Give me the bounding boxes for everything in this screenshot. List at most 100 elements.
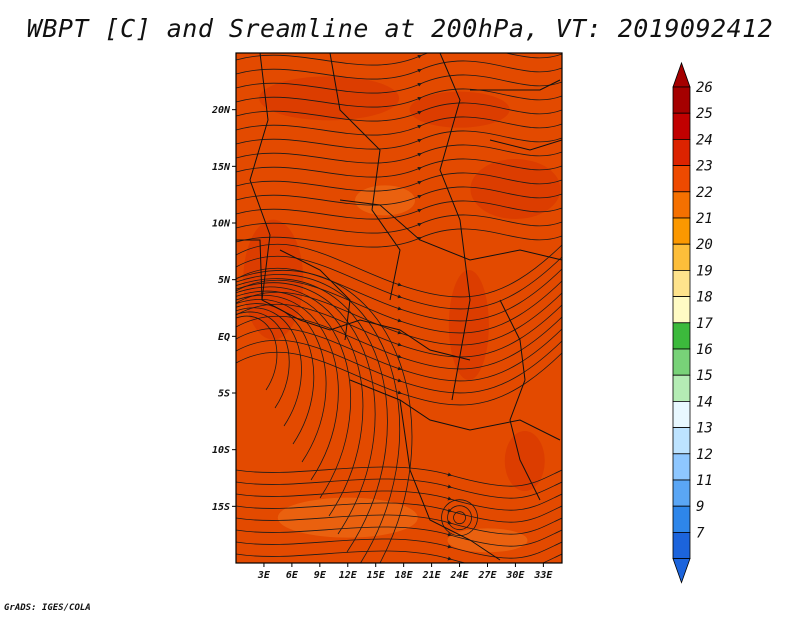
colorbar-label: 26	[696, 80, 713, 96]
streamline	[236, 214, 562, 234]
streamline	[236, 243, 562, 298]
streamline	[236, 303, 315, 445]
colorbar-label: 19	[696, 263, 713, 279]
y-tick-label: 20N	[211, 105, 231, 116]
streamline	[236, 478, 562, 499]
colorbar-label: 25	[696, 106, 713, 122]
streamline	[236, 550, 562, 563]
streamline	[236, 255, 562, 310]
country-border	[470, 79, 561, 91]
y-tick-label: 10N	[212, 219, 231, 230]
x-tick-label: 21E	[422, 570, 442, 581]
colorbar-label: 7	[696, 525, 705, 541]
colorbar-swatch	[672, 296, 691, 324]
field-patch	[448, 270, 489, 380]
streamline	[236, 291, 562, 346]
streamline	[236, 200, 562, 220]
streamline	[236, 526, 562, 547]
streamline	[236, 351, 562, 406]
colorbar-swatch	[672, 86, 691, 114]
streamline	[236, 315, 278, 391]
colorbar-label: 15	[696, 368, 713, 384]
credit-label: GrADS: IGES/COLA	[4, 603, 91, 613]
streamline	[236, 502, 562, 523]
x-tick-label: 9E	[314, 570, 327, 581]
colorbar-swatch	[672, 112, 691, 140]
streamline	[236, 130, 562, 150]
colorbar-swatch	[672, 243, 691, 271]
field-patch	[243, 219, 304, 340]
streamline	[236, 60, 562, 80]
colorbar-label: 9	[696, 499, 704, 515]
country-border	[249, 53, 301, 321]
colorbar-swatch	[672, 348, 691, 376]
x-tick-label: 24E	[450, 570, 470, 581]
colorbar-label: 14	[696, 394, 713, 410]
colorbar-swatch	[672, 322, 691, 350]
colorbar: 26 25 24 23 22 21 20 19 18 17 16 15 14 13 12 11 9 7	[672, 61, 713, 584]
field-patch	[259, 76, 400, 121]
colorbar-swatch	[672, 479, 691, 507]
colorbar-swatch	[672, 400, 691, 428]
colorbar-top-arrow	[672, 61, 691, 88]
streamline	[236, 267, 562, 322]
map-frame	[235, 52, 563, 564]
colorbar-swatch	[672, 427, 691, 455]
streamline	[236, 186, 562, 206]
colorbar-swatch	[672, 138, 691, 166]
x-tick-label: 27E	[477, 570, 497, 581]
streamline	[236, 311, 290, 409]
streamlines	[236, 53, 562, 563]
country-border	[399, 399, 501, 561]
streamline	[236, 279, 562, 334]
colorbar-swatch	[672, 165, 691, 193]
country-border	[279, 249, 351, 341]
streamline	[236, 327, 562, 382]
colorbar-label: 11	[696, 473, 713, 489]
colorbar-label: 20	[696, 237, 713, 253]
colorbar-label: 24	[696, 132, 713, 148]
x-tick-label: 33E	[533, 570, 553, 581]
streamline	[236, 339, 562, 394]
country-border	[439, 53, 471, 401]
streamline	[236, 286, 364, 517]
x-tick-label: 6E	[286, 570, 299, 581]
colorbar-swatch	[672, 453, 691, 481]
field-patches	[243, 76, 561, 553]
streamline	[236, 303, 562, 358]
streamline	[236, 102, 562, 122]
streamline	[236, 88, 562, 108]
y-tick-label: EQ	[218, 332, 230, 343]
streamline	[236, 53, 562, 66]
y-axis: 20N 15N 10N 5N EQ 5S 10S 15S	[211, 105, 236, 513]
country-border	[236, 239, 263, 301]
colorbar-swatch	[672, 505, 691, 533]
x-tick-label: 18E	[395, 570, 414, 581]
colorbar-label: 16	[696, 342, 713, 358]
y-tick-label: 5S	[218, 389, 230, 400]
streamline	[236, 490, 562, 511]
streamline	[236, 514, 562, 535]
streamline	[236, 278, 388, 553]
field-patch	[409, 91, 510, 128]
streamline	[236, 144, 562, 164]
streamline-vortex	[441, 499, 478, 537]
streamline	[236, 172, 562, 192]
y-tick-label: 15N	[212, 162, 231, 173]
streamline	[236, 299, 327, 463]
x-tick-label: 3E	[257, 570, 271, 581]
streamline-vortex	[453, 511, 466, 525]
country-border	[499, 299, 541, 501]
streamline	[236, 282, 376, 535]
colorbar-swatch	[672, 191, 691, 219]
country-border	[489, 139, 562, 151]
field-patch	[504, 431, 545, 491]
colorbar-label: 23	[696, 159, 713, 175]
streamline	[236, 74, 562, 94]
chart-title: WBPT [C] and Sreamline at 200hPa, VT: 20…	[26, 14, 774, 43]
country-border	[299, 319, 471, 361]
colorbar-swatch	[672, 532, 691, 560]
y-tick-label: 15S	[212, 502, 230, 513]
streamline	[236, 274, 400, 563]
